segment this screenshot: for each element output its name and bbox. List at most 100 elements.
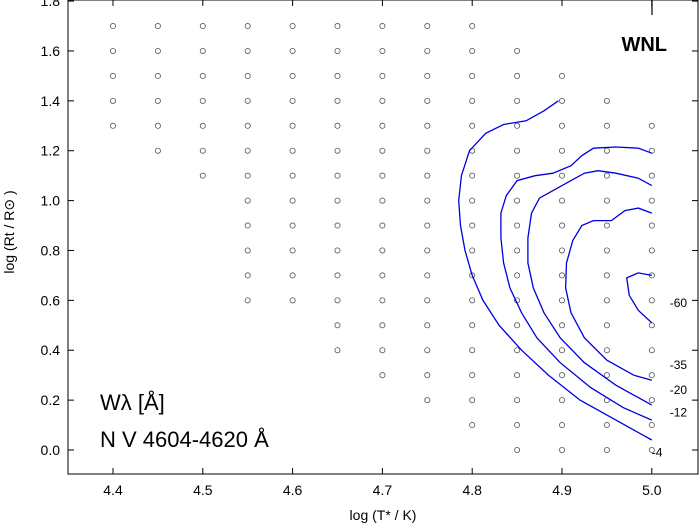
grid-model-point xyxy=(514,422,521,429)
grid-model-point xyxy=(469,297,476,304)
x-tick-label: 4.7 xyxy=(373,482,393,498)
grid-model-point xyxy=(469,422,476,429)
grid-model-point xyxy=(648,397,655,404)
grid-model-point xyxy=(469,397,476,404)
grid-model-point xyxy=(289,197,296,204)
grid-model-point xyxy=(514,446,521,453)
grid-model-point xyxy=(648,247,655,254)
grid-model-point xyxy=(603,197,610,204)
grid-model-point xyxy=(110,47,117,54)
grid-model-point xyxy=(559,372,566,379)
grid-model-point xyxy=(648,422,655,429)
grid-model-point xyxy=(379,172,386,179)
model-grid-markers xyxy=(110,23,655,453)
grid-model-point xyxy=(110,23,117,30)
contour-labels: -4 -12 -20 -35 -60 xyxy=(652,296,688,460)
grid-model-point xyxy=(199,97,206,104)
grid-model-point xyxy=(559,122,566,129)
grid-model-point xyxy=(334,197,341,204)
grid-model-point xyxy=(154,23,161,30)
x-tick-label: 4.5 xyxy=(193,482,213,498)
grid-model-point xyxy=(110,97,117,104)
grid-model-point xyxy=(334,297,341,304)
grid-model-point xyxy=(603,372,610,379)
grid-model-point xyxy=(603,297,610,304)
grid-model-point xyxy=(424,172,431,179)
x-tick-label: 4.8 xyxy=(462,482,482,498)
grid-model-point xyxy=(424,397,431,404)
grid-model-point xyxy=(469,322,476,329)
grid-model-point xyxy=(199,147,206,154)
grid-model-point xyxy=(424,247,431,254)
contour-line-minus20 xyxy=(527,170,653,406)
grid-model-point xyxy=(199,122,206,129)
grid-model-point xyxy=(379,372,386,379)
grid-model-point xyxy=(424,147,431,154)
grid-model-point xyxy=(469,272,476,279)
grid-model-point xyxy=(379,247,386,254)
grid-model-point xyxy=(244,122,251,129)
grid-model-point xyxy=(244,247,251,254)
grid-model-point xyxy=(244,222,251,229)
grid-model-point xyxy=(469,222,476,229)
grid-model-point xyxy=(559,297,566,304)
grid-model-point xyxy=(379,297,386,304)
grid-model-point xyxy=(648,372,655,379)
grid-model-point xyxy=(603,322,610,329)
grid-model-point xyxy=(514,172,521,179)
grid-model-point xyxy=(559,247,566,254)
y-tick-label: 1.4 xyxy=(41,93,61,109)
grid-model-point xyxy=(469,247,476,254)
grid-model-point xyxy=(648,197,655,204)
grid-model-point xyxy=(154,47,161,54)
grid-model-point xyxy=(334,172,341,179)
grid-model-point xyxy=(603,122,610,129)
grid-model-point xyxy=(334,247,341,254)
grid-model-point xyxy=(154,97,161,104)
grid-model-point xyxy=(289,272,296,279)
contour-line-minus12 xyxy=(500,146,653,421)
y-tick-label: 0.6 xyxy=(41,292,61,308)
grid-model-point xyxy=(244,23,251,30)
grid-model-point xyxy=(559,197,566,204)
grid-model-point xyxy=(648,122,655,129)
grid-model-point xyxy=(289,247,296,254)
grid-model-point xyxy=(603,97,610,104)
grid-model-point xyxy=(334,97,341,104)
grid-model-point xyxy=(334,322,341,329)
grid-model-point xyxy=(603,446,610,453)
grid-model-point xyxy=(559,322,566,329)
grid-model-point xyxy=(334,72,341,79)
grid-model-point xyxy=(289,72,296,79)
grid-model-point xyxy=(469,23,476,30)
contour-line-minus4 xyxy=(458,100,653,441)
grid-model-point xyxy=(559,172,566,179)
grid-model-point xyxy=(648,147,655,154)
grid-model-point xyxy=(244,297,251,304)
grid-model-point xyxy=(424,97,431,104)
y-tick-label: 0.0 xyxy=(41,442,61,458)
grid-model-point xyxy=(559,347,566,354)
grid-model-point xyxy=(469,347,476,354)
grid-model-point xyxy=(648,322,655,329)
grid-model-point xyxy=(469,372,476,379)
corner-label: WNL xyxy=(621,34,667,56)
grid-model-point xyxy=(469,47,476,54)
grid-model-point xyxy=(289,97,296,104)
x-tick-label: 5.0 xyxy=(642,482,662,498)
grid-model-point xyxy=(379,122,386,129)
grid-model-point xyxy=(334,347,341,354)
grid-model-point xyxy=(334,23,341,30)
grid-model-point xyxy=(379,47,386,54)
grid-model-point xyxy=(603,272,610,279)
grid-model-point xyxy=(514,122,521,129)
annotation-line-1: Wλ [Å] xyxy=(100,390,165,415)
plot-frame xyxy=(67,0,699,475)
grid-model-point xyxy=(469,72,476,79)
contour-label: -60 xyxy=(670,296,688,310)
y-tick-label: 0.8 xyxy=(41,242,61,258)
grid-model-point xyxy=(424,347,431,354)
grid-model-point xyxy=(514,222,521,229)
contour-lines xyxy=(458,100,653,441)
